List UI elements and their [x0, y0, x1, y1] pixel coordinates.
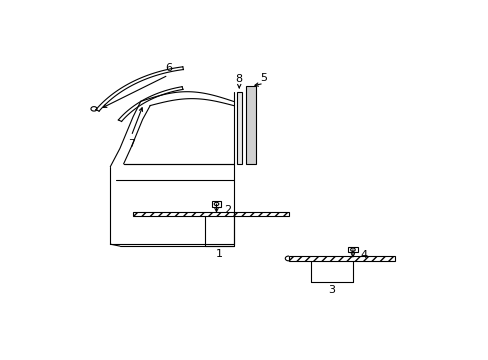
Text: 6: 6: [164, 63, 171, 73]
Bar: [133, 212, 233, 216]
Text: 8: 8: [235, 74, 243, 84]
Bar: [237, 92, 241, 164]
Bar: [245, 86, 256, 164]
Bar: [347, 247, 357, 252]
Text: 2: 2: [224, 204, 231, 215]
Text: 7: 7: [127, 139, 135, 149]
Text: 3: 3: [328, 285, 335, 295]
Bar: [211, 201, 221, 207]
Bar: [288, 256, 394, 261]
Bar: [233, 212, 288, 216]
Text: 5: 5: [260, 73, 267, 83]
Text: 4: 4: [360, 250, 367, 260]
Text: 1: 1: [215, 249, 223, 259]
